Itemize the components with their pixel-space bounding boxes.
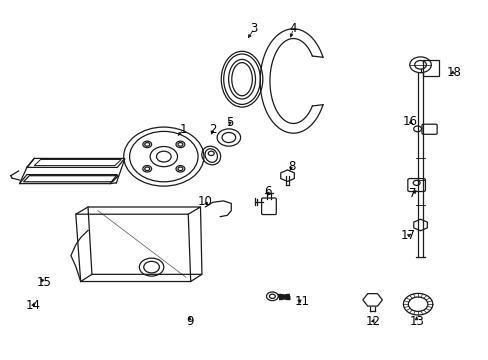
Text: 9: 9 — [185, 315, 193, 328]
Text: 2: 2 — [208, 123, 216, 136]
Text: 14: 14 — [26, 299, 41, 312]
Text: 7: 7 — [408, 187, 416, 200]
Text: 15: 15 — [37, 276, 51, 289]
Text: 12: 12 — [365, 315, 380, 328]
Text: 18: 18 — [446, 66, 460, 78]
Text: 1: 1 — [179, 123, 187, 136]
Text: 6: 6 — [264, 185, 271, 198]
Text: 5: 5 — [225, 116, 233, 129]
Text: 13: 13 — [408, 315, 423, 328]
Text: 17: 17 — [400, 229, 415, 242]
Text: 11: 11 — [294, 295, 309, 308]
Text: 8: 8 — [287, 160, 295, 173]
Text: 16: 16 — [402, 115, 416, 128]
Text: 4: 4 — [289, 22, 297, 35]
Text: 3: 3 — [250, 22, 258, 35]
Text: 10: 10 — [198, 195, 212, 208]
